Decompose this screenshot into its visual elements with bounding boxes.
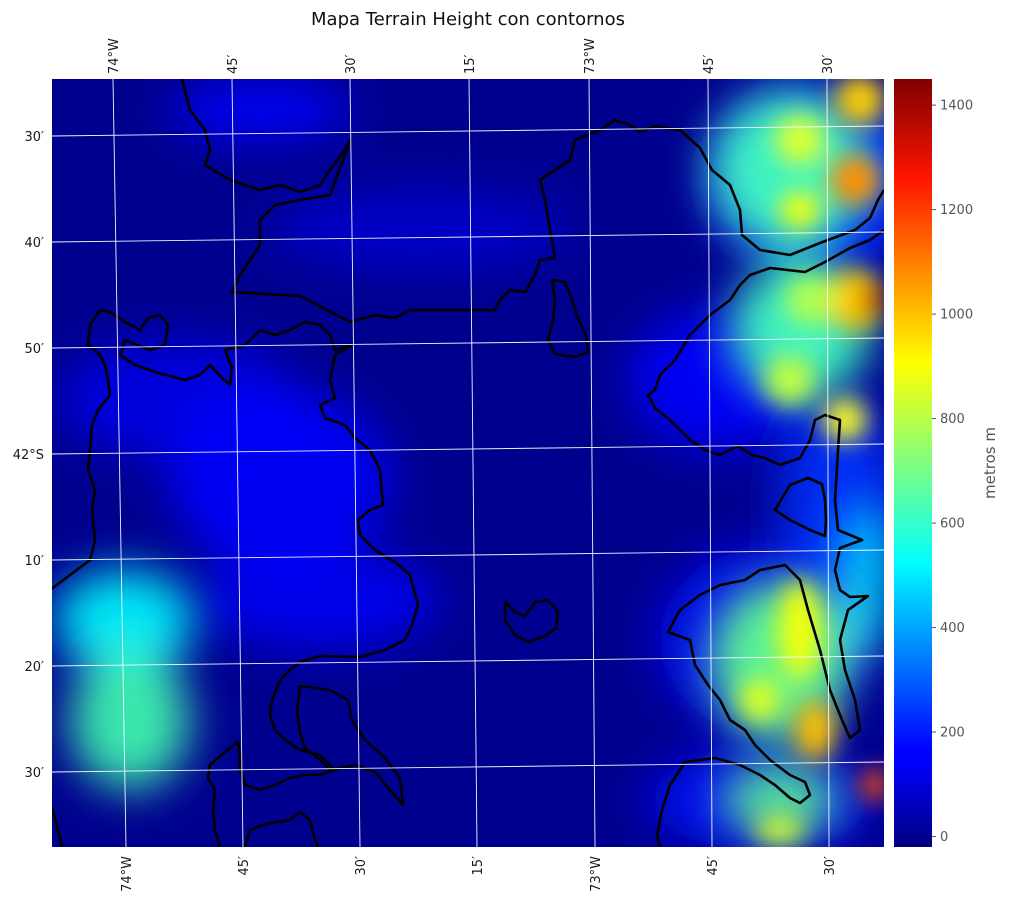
- meridian-line: [468, 79, 478, 847]
- colorbar-label: metros m: [981, 427, 999, 499]
- graticule: [52, 79, 884, 847]
- chart-title: Mapa Terrain Height con contornos: [311, 9, 625, 30]
- top-lon-label: 73°W: [583, 38, 598, 74]
- colorbar-tick-label: 400: [940, 621, 965, 636]
- meridian-line: [112, 79, 127, 847]
- colorbar-tick-label: 800: [940, 412, 965, 427]
- top-lon-label: 15′: [463, 54, 478, 74]
- lat-label: 30′: [25, 130, 45, 145]
- parallel-line: [52, 549, 884, 561]
- contour-line: [646, 228, 884, 847]
- colorbar-tick-label: 1400: [940, 99, 973, 114]
- bottom-lon-label: 15′: [471, 856, 486, 876]
- meridian-line: [707, 79, 713, 847]
- colorbar-tick-label: 1200: [940, 203, 973, 218]
- colorbar: 0 200 400 600 800 1000 1200 1400 metros m: [894, 79, 999, 847]
- meridian-line: [231, 79, 244, 847]
- bottom-lon-label: 30′: [823, 856, 838, 876]
- parallel-line: [52, 761, 884, 773]
- contour-line: [503, 598, 560, 644]
- colorbar-tick-label: 600: [940, 517, 965, 532]
- contour-line: [773, 476, 828, 538]
- top-longitude-labels: 74°W 45′ 30′ 15′ 73°W 45′ 30′: [107, 38, 836, 74]
- colorbar-tick-label: 0: [940, 830, 948, 845]
- lat-label: 50′: [25, 342, 45, 357]
- lat-label: 42°S: [13, 448, 44, 463]
- top-lon-label: 74°W: [107, 38, 122, 74]
- colorbar-gradient: [894, 79, 932, 847]
- meridian-line: [826, 79, 830, 847]
- colorbar-tick-label: 1000: [940, 308, 973, 323]
- contour-line: [295, 684, 405, 807]
- terrain-midland-layer: [55, 90, 884, 835]
- parallel-line: [52, 231, 884, 243]
- parallel-line: [52, 655, 884, 667]
- lat-label: 30′: [25, 766, 45, 781]
- contour-line: [180, 79, 884, 324]
- bottom-lon-label: 73°W: [589, 856, 604, 892]
- contour-line: [52, 807, 64, 847]
- terrain-map: [52, 79, 884, 847]
- bottom-longitude-labels: 74°W 45′ 30′ 15′ 73°W 45′ 30′: [120, 856, 838, 892]
- lat-label: 10′: [25, 554, 45, 569]
- top-lon-label: 45′: [226, 54, 241, 74]
- parallel-line: [52, 337, 884, 349]
- colorbar-tick-label: 200: [940, 726, 965, 741]
- contour-lines: [52, 79, 884, 847]
- bottom-lon-label: 45′: [237, 856, 252, 876]
- top-lon-label: 30′: [344, 54, 359, 74]
- contour-line: [52, 308, 420, 847]
- bottom-lon-label: 74°W: [120, 856, 135, 892]
- bottom-lon-label: 30′: [354, 856, 369, 876]
- lat-label: 40′: [25, 236, 45, 251]
- colorbar-ticks: 0 200 400 600 800 1000 1200 1400: [932, 99, 973, 845]
- lat-label: 20′: [25, 660, 45, 675]
- top-lon-label: 45′: [702, 54, 717, 74]
- latitude-labels: 30′ 40′ 50′ 42°S 10′ 20′ 30′: [13, 130, 44, 781]
- parallel-line: [52, 125, 884, 137]
- contour-line: [243, 810, 320, 847]
- meridian-line: [349, 79, 361, 847]
- contour-line: [546, 278, 590, 359]
- meridian-line: [588, 79, 596, 847]
- bottom-lon-label: 45′: [706, 856, 721, 876]
- top-lon-label: 30′: [821, 54, 836, 74]
- parallel-line: [52, 443, 884, 455]
